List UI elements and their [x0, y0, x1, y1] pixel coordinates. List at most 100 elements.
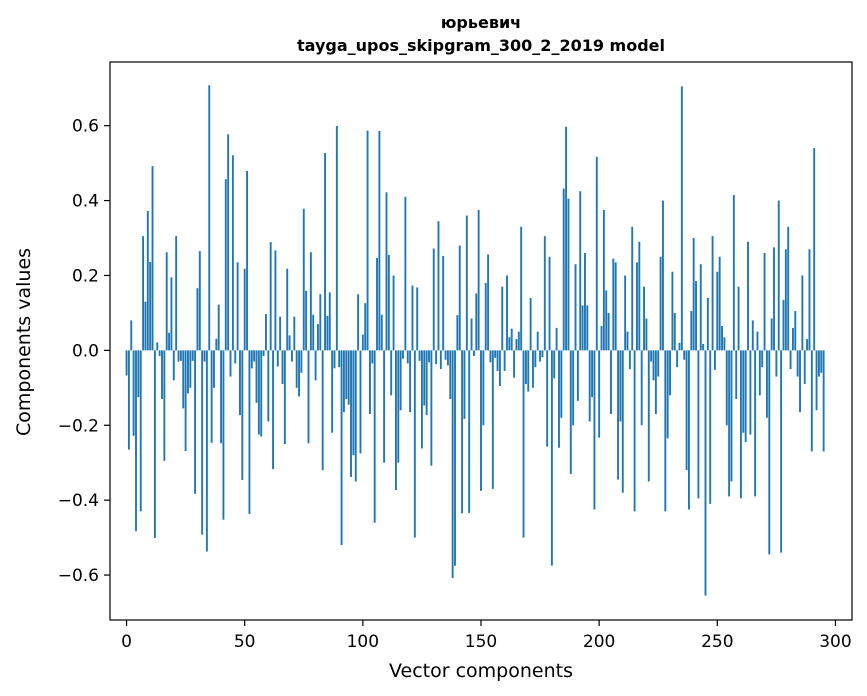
bar [782, 299, 785, 351]
bar [191, 350, 194, 361]
bar [598, 350, 601, 438]
bar [288, 335, 291, 351]
bar [773, 247, 775, 351]
bar [146, 211, 149, 351]
bar [324, 153, 326, 351]
bar [215, 338, 218, 351]
bar [673, 312, 676, 351]
bar [581, 305, 584, 351]
bar [654, 350, 657, 415]
x-tick-label: 150 [465, 632, 497, 652]
bar [402, 350, 404, 359]
bar [822, 350, 825, 452]
bar [610, 350, 612, 415]
bar [777, 200, 780, 351]
bar [283, 350, 286, 444]
bar [756, 331, 759, 351]
bar [702, 343, 705, 351]
bar [638, 241, 641, 351]
bar [761, 350, 764, 368]
bar [470, 318, 473, 351]
bar [605, 290, 608, 351]
bar [158, 350, 161, 356]
bar [132, 350, 135, 436]
x-axis-label: Vector components [389, 660, 573, 682]
bar [723, 337, 726, 351]
bar [725, 350, 728, 426]
x-tick-label: 200 [583, 632, 615, 652]
bar [203, 350, 206, 362]
bar [737, 286, 740, 351]
bar [548, 256, 551, 351]
bar [387, 254, 390, 351]
y-tick-label: −0.2 [58, 416, 99, 436]
bar [791, 327, 794, 351]
bar [137, 350, 140, 398]
bar [262, 350, 265, 356]
bar [574, 264, 577, 351]
bar [650, 350, 653, 362]
bar [366, 130, 369, 351]
bar [494, 350, 497, 358]
bar [695, 281, 697, 351]
bar [739, 350, 742, 499]
bar [600, 326, 603, 351]
bar [643, 286, 645, 351]
bar [272, 350, 274, 470]
bar [194, 350, 197, 494]
bar [243, 268, 246, 351]
bar [794, 311, 797, 351]
bar [763, 252, 766, 351]
x-tick-label: 0 [121, 632, 132, 652]
bar [806, 339, 809, 351]
bar [267, 350, 270, 422]
bar [461, 350, 464, 514]
bar [227, 134, 230, 351]
bar [787, 226, 790, 351]
bar [182, 350, 185, 409]
bar [560, 350, 563, 418]
bar [692, 238, 695, 351]
bar [669, 350, 671, 396]
bar [291, 350, 293, 362]
bar [236, 262, 239, 351]
bar [484, 282, 487, 351]
bar [317, 324, 319, 351]
bar [699, 264, 702, 351]
bar [437, 221, 440, 351]
bar [149, 261, 152, 351]
bar [142, 236, 145, 351]
bar [170, 277, 173, 351]
bar [442, 255, 445, 351]
y-tick-label: 0.2 [72, 266, 99, 286]
bar [210, 350, 213, 443]
bar [529, 297, 532, 351]
bar [652, 350, 655, 381]
bar [718, 256, 721, 351]
bar [636, 262, 638, 351]
x-tick-label: 100 [347, 632, 379, 652]
bar [713, 350, 716, 370]
bar [253, 350, 256, 362]
bar [179, 350, 182, 361]
bar [572, 350, 575, 426]
bar [475, 293, 478, 351]
bar [458, 245, 461, 351]
bar [456, 315, 459, 351]
bar [534, 350, 537, 368]
bar [631, 226, 634, 351]
bar [168, 332, 171, 351]
bar [239, 350, 241, 416]
bar [541, 350, 544, 358]
bar [666, 350, 669, 439]
bar [735, 350, 738, 400]
bar [376, 257, 378, 351]
bar [619, 350, 622, 422]
bar [361, 334, 364, 351]
x-tick-label: 300 [819, 632, 851, 652]
bar [274, 250, 277, 351]
bar [645, 318, 648, 351]
bar [472, 350, 475, 356]
bar [446, 350, 449, 366]
